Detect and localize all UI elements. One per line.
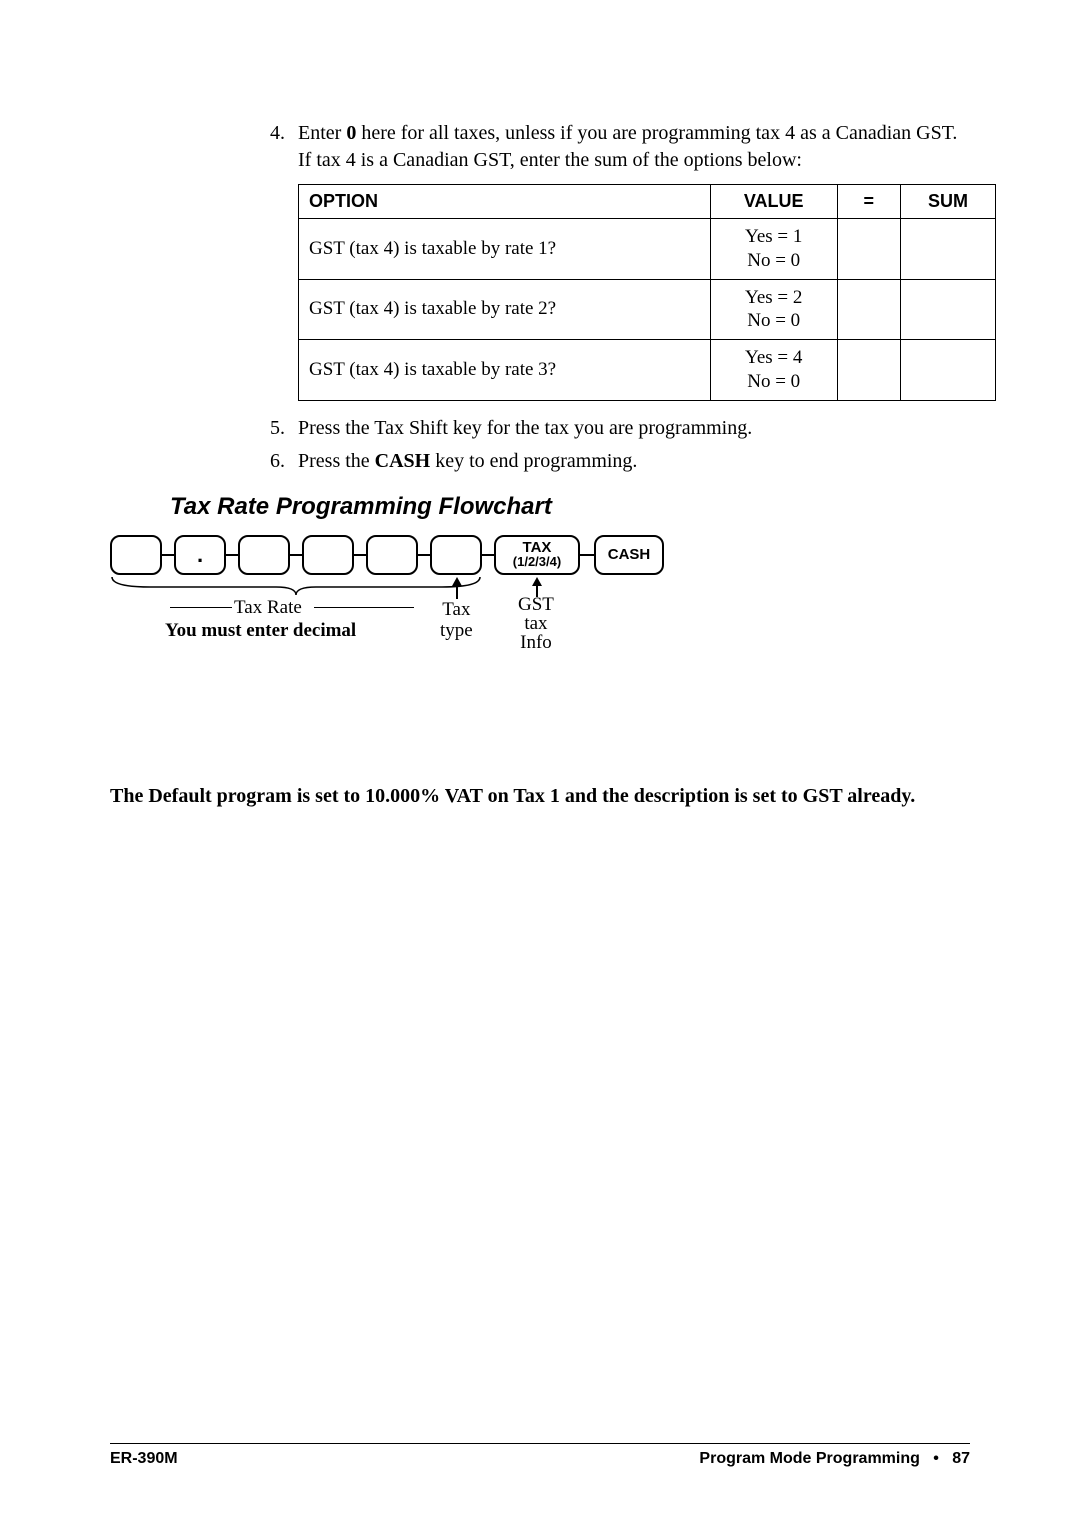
no-line: No = 0 [747,310,800,331]
list-number: 5. [270,415,298,442]
td-eq [837,340,900,401]
cash-key: CASH [594,535,664,575]
list-item-4: 4. Enter 0 here for all taxes, unless if… [270,120,970,174]
no-line: No = 0 [747,371,800,392]
list-number: 6. [270,448,298,475]
yes-line: Yes = 4 [745,347,802,368]
td-value: Yes = 2 No = 0 [710,279,837,340]
blank-key [110,535,162,575]
list-text: Press the CASH key to end programming. [298,448,970,475]
th-sum: SUM [900,185,995,219]
th-eq: = [837,185,900,219]
bold-zero: 0 [346,122,356,144]
connector [354,554,366,556]
td-option: GST (tax 4) is taxable by rate 3? [299,340,711,401]
blank-key [430,535,482,575]
connector [290,554,302,556]
tax-type-2: type [440,620,473,641]
footer-row: ER-390M Program Mode Programming • 87 [110,1450,970,1468]
brace-icon [110,575,482,597]
td-sum [900,340,995,401]
td-value: Yes = 1 No = 0 [710,219,837,280]
instruction-list: 4. Enter 0 here for all taxes, unless if… [270,120,970,174]
list-text: Enter 0 here for all taxes, unless if yo… [298,120,970,174]
tax-key-bottom: (1/2/3/4) [513,555,561,569]
connector [482,554,494,556]
footer-right-label: Program Mode Programming [699,1450,919,1467]
tax-key-top: TAX [523,540,552,555]
gst-2: tax [524,613,547,634]
td-eq [837,279,900,340]
blank-key [302,535,354,575]
txt-before: Press the [298,450,375,472]
page-footer: ER-390M Program Mode Programming • 87 [110,1443,970,1468]
txt-after: key to end programming. [430,450,637,472]
gst-3: Info [520,632,552,653]
list-number: 4. [270,120,298,174]
bold-cash: CASH [375,450,431,472]
flowchart: . TAX (1/2/3/4) CASH Tax Rate You must e… [110,535,730,655]
td-value: Yes = 4 No = 0 [710,340,837,401]
td-sum [900,279,995,340]
table-row: GST (tax 4) is taxable by rate 2? Yes = … [299,279,996,340]
dot-label: . [197,542,203,568]
list-item-5: 5. Press the Tax Shift key for the tax y… [270,415,970,442]
connector [418,554,430,556]
connector [162,554,174,556]
line [314,607,414,609]
instruction-list-2: 5. Press the Tax Shift key for the tax y… [270,415,970,475]
line [170,607,232,609]
section-title: Tax Rate Programming Flowchart [170,493,970,521]
blank-key [366,535,418,575]
footer-right: Program Mode Programming • 87 [699,1450,970,1468]
table-row: GST (tax 4) is taxable by rate 3? Yes = … [299,340,996,401]
list-text: Press the Tax Shift key for the tax you … [298,415,970,442]
no-line: No = 0 [747,250,800,271]
th-value: VALUE [710,185,837,219]
connector [580,554,594,556]
txt-mid: here for all taxes, unless if you are pr… [298,122,957,171]
footer-rule [110,1443,970,1444]
th-option: OPTION [299,185,711,219]
gst-1: GST [518,594,554,615]
td-eq [837,219,900,280]
decimal-key: . [174,535,226,575]
td-option: GST (tax 4) is taxable by rate 1? [299,219,711,280]
td-option: GST (tax 4) is taxable by rate 2? [299,279,711,340]
yes-line: Yes = 2 [745,287,802,308]
yes-line: Yes = 1 [745,226,802,247]
must-enter-decimal: You must enter decimal [165,620,356,642]
list-item-6: 6. Press the CASH key to end programming… [270,448,970,475]
tax-key: TAX (1/2/3/4) [494,535,580,575]
option-table: OPTION VALUE = SUM GST (tax 4) is taxabl… [298,184,996,401]
table-header-row: OPTION VALUE = SUM [299,185,996,219]
tax-rate-label: Tax Rate [234,597,302,619]
bullet-icon: • [933,1450,939,1467]
cash-label: CASH [608,546,651,563]
tax-type-label: Tax type [440,599,473,643]
txt-before: Enter [298,122,346,144]
arrow-up-icon [456,585,458,599]
td-sum [900,219,995,280]
blank-key [238,535,290,575]
footer-page: 87 [952,1450,970,1467]
footer-left: ER-390M [110,1450,178,1468]
gst-info-label: GST tax Info [518,595,554,652]
default-program-note: The Default program is set to 10.000% VA… [110,785,970,808]
connector [226,554,238,556]
tax-type-1: Tax [442,599,470,620]
table-row: GST (tax 4) is taxable by rate 1? Yes = … [299,219,996,280]
